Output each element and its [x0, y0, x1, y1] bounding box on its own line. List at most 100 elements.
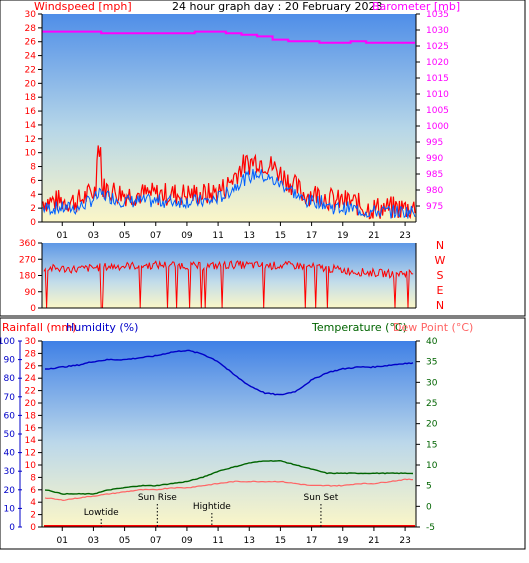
x-tick-label: 01 — [57, 231, 68, 241]
dir-tick-label: 90 — [25, 288, 37, 298]
rain-tick-label: 12 — [25, 449, 36, 459]
wind-tick-label: 28 — [25, 24, 37, 34]
rain-tick-label: 24 — [25, 374, 37, 384]
temp-tick-label: 25 — [426, 399, 437, 409]
dewpoint-line — [44, 478, 413, 502]
gust-line — [42, 168, 416, 219]
rain-tick-label: 0 — [30, 523, 36, 533]
compass-label: S — [437, 269, 444, 282]
x-tick-label: 05 — [119, 536, 130, 546]
baro-tick-label: 1020 — [426, 58, 449, 68]
temp-tick-label: 40 — [426, 337, 438, 347]
humidity-axis-label: Humidity (%) — [66, 321, 138, 334]
rain-tick-label: 6 — [30, 486, 36, 496]
x-tick-label: 15 — [275, 536, 286, 546]
event-label: Sun Set — [304, 493, 339, 503]
baro-tick-label: 1015 — [426, 74, 449, 84]
humidity-tick-label: 90 — [4, 356, 16, 366]
x-tick-label: 19 — [337, 231, 349, 241]
barometer-axis-label: Barometer [mb] — [372, 0, 460, 13]
x-tick-label: 03 — [88, 231, 99, 241]
humidity-tick-label: 20 — [4, 486, 16, 496]
humidity-tick-label: 100 — [0, 337, 15, 347]
rain-tick-label: 26 — [25, 362, 37, 372]
temp-tick-label: 30 — [426, 378, 438, 388]
wind-tick-label: 22 — [25, 65, 36, 75]
wind-tick-label: 0 — [30, 218, 36, 228]
humidity-tick-label: 80 — [4, 374, 16, 384]
temp-tick-label: 0 — [426, 502, 432, 512]
humidity-tick-label: 40 — [4, 449, 16, 459]
rain-tick-label: 14 — [25, 436, 37, 446]
wind-tick-label: 14 — [25, 121, 37, 131]
rain-tick-label: 28 — [25, 349, 37, 359]
rain-tick-label: 4 — [30, 498, 36, 508]
wind-tick-label: 20 — [25, 79, 37, 89]
event-label: Lowtide — [84, 508, 119, 518]
wind-plot-area — [42, 14, 416, 222]
wind-direction-line — [43, 260, 414, 309]
humidity-line — [45, 349, 414, 396]
baro-tick-label: 1035 — [426, 10, 449, 20]
baro-tick-label: 975 — [426, 202, 443, 212]
rainfall-axis-label: Rainfall (mm) — [2, 321, 76, 334]
x-tick-label: 07 — [150, 536, 161, 546]
rain-tick-label: 30 — [25, 337, 37, 347]
temp-tick-label: 15 — [426, 440, 437, 450]
windspeed-line — [42, 145, 416, 220]
x-tick-label: 13 — [244, 536, 255, 546]
event-label: Hightide — [193, 502, 231, 512]
x-tick-label: 07 — [150, 231, 161, 241]
temp-tick-label: 10 — [426, 461, 438, 471]
x-tick-label: 05 — [119, 231, 130, 241]
baro-tick-label: 1030 — [426, 26, 449, 36]
rain-tick-label: 16 — [25, 424, 37, 434]
rain-tick-label: 8 — [30, 473, 36, 483]
wind-tick-label: 24 — [25, 52, 37, 62]
baro-tick-label: 995 — [426, 138, 443, 148]
direction-plot-area — [42, 243, 416, 308]
rain-tick-label: 2 — [30, 511, 36, 521]
dir-tick-label: 270 — [19, 255, 36, 265]
graph-title: 24 hour graph day : 20 February 2023 — [172, 0, 383, 13]
baro-tick-label: 990 — [426, 154, 443, 164]
x-tick-label: 13 — [244, 231, 255, 241]
dewpoint-axis-label: Dew Point (°C) — [393, 321, 473, 334]
x-tick-label: 21 — [368, 536, 379, 546]
x-tick-label: 09 — [181, 231, 193, 241]
event-label: Sun Rise — [138, 493, 177, 503]
wind-tick-label: 16 — [25, 107, 37, 117]
temperature-line — [44, 459, 414, 495]
humidity-tick-label: 10 — [4, 504, 16, 514]
windspeed-axis-label: Windspeed [mph] — [34, 0, 132, 13]
baro-tick-label: 980 — [426, 186, 443, 196]
temp-tick-label: 20 — [426, 420, 438, 430]
wind-tick-label: 30 — [25, 10, 37, 20]
x-tick-label: 17 — [306, 536, 317, 546]
wind-tick-label: 18 — [25, 93, 37, 103]
dir-tick-label: 360 — [19, 239, 36, 249]
temp-tick-label: 35 — [426, 358, 437, 368]
baro-tick-label: 985 — [426, 170, 443, 180]
dir-tick-label: 0 — [30, 304, 36, 314]
barometer-line — [42, 30, 415, 44]
temp-tick-label: 5 — [426, 482, 432, 492]
wind-tick-label: 6 — [30, 176, 36, 186]
humidity-tick-label: 30 — [4, 467, 16, 477]
baro-tick-label: 1005 — [426, 106, 449, 116]
rain-tick-label: 20 — [25, 399, 37, 409]
rain-tick-label: 22 — [25, 387, 36, 397]
x-tick-label: 11 — [212, 536, 223, 546]
x-tick-label: 21 — [368, 231, 379, 241]
x-tick-label: 19 — [337, 536, 349, 546]
compass-label: N — [436, 299, 444, 312]
temperature-axis-label: Temperature (°C) — [311, 321, 407, 334]
compass-label: N — [436, 239, 444, 252]
x-tick-label: 09 — [181, 536, 193, 546]
x-tick-label: 01 — [57, 536, 68, 546]
compass-label: E — [437, 284, 444, 297]
humidity-tick-label: 50 — [4, 430, 16, 440]
humidity-tick-label: 60 — [4, 411, 16, 421]
wind-tick-label: 8 — [30, 163, 36, 173]
